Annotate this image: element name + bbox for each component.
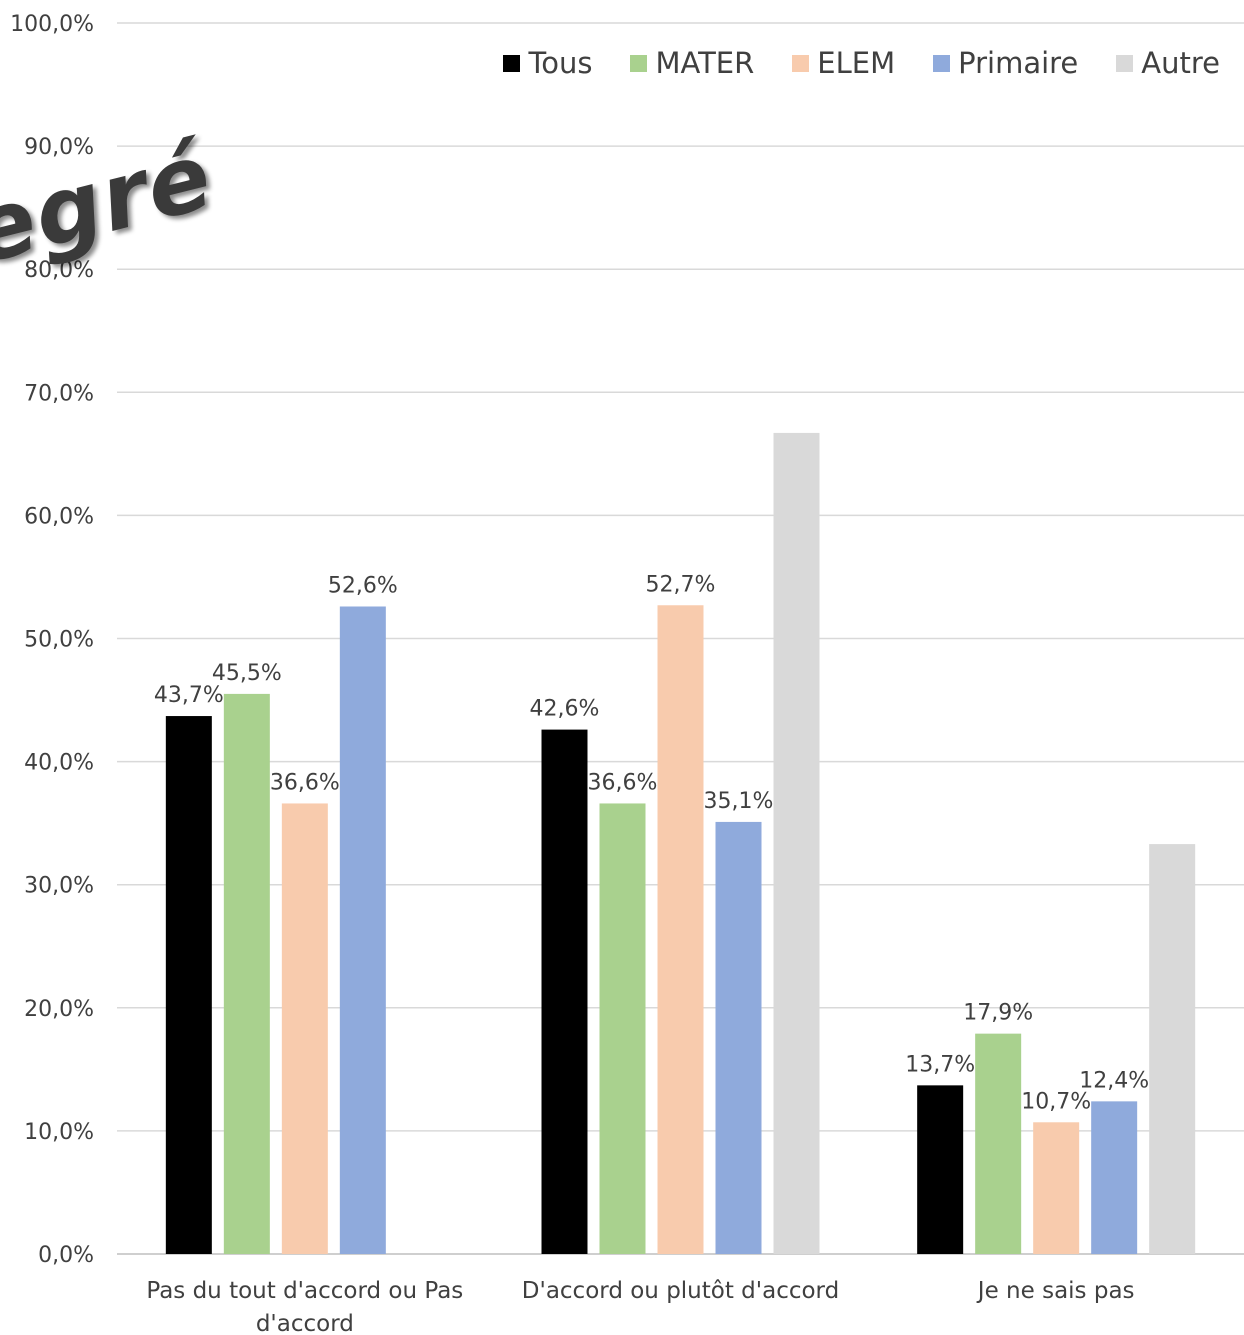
- bar-tous: [165, 716, 212, 1254]
- y-tick-label: 40,0%: [24, 751, 94, 776]
- x-category-label: D'accord ou plutôt d'accord: [522, 1278, 839, 1304]
- bar-mater: [599, 803, 646, 1254]
- legend-swatch: [503, 54, 521, 72]
- data-label: 10,7%: [1021, 1089, 1091, 1114]
- legend-label: Primaire: [958, 46, 1079, 80]
- legend-label: ELEM: [817, 46, 896, 80]
- bar-tous: [541, 729, 588, 1254]
- bar-primaire: [339, 606, 386, 1254]
- y-tick-label: 0,0%: [38, 1243, 94, 1268]
- data-label: 52,6%: [328, 573, 398, 598]
- data-label: 43,7%: [154, 683, 224, 708]
- data-label: 36,6%: [270, 770, 340, 795]
- y-tick-label: 60,0%: [24, 504, 94, 529]
- y-tick-label: 10,0%: [24, 1120, 94, 1145]
- legend-label: Autre: [1141, 46, 1220, 80]
- legend-label: Tous: [528, 46, 593, 80]
- legend: Tous MATER ELEM Primaire Autre: [503, 46, 1220, 80]
- legend-item-autre: Autre: [1116, 46, 1220, 80]
- bar-primaire: [1091, 1101, 1138, 1254]
- data-label: 45,5%: [212, 661, 282, 686]
- legend-label: MATER: [655, 46, 755, 80]
- y-tick-label: 90,0%: [24, 135, 94, 160]
- data-label: 12,4%: [1079, 1068, 1149, 1093]
- bar-elem: [1033, 1122, 1080, 1254]
- bar-elem: [657, 605, 704, 1254]
- y-tick-label: 20,0%: [24, 997, 94, 1022]
- y-tick-label: 50,0%: [24, 628, 94, 653]
- y-tick-label: 30,0%: [24, 874, 94, 899]
- data-label: 52,7%: [646, 572, 716, 597]
- data-label: 17,9%: [963, 1001, 1033, 1026]
- bar-tous: [917, 1085, 964, 1254]
- data-label: 42,6%: [530, 697, 600, 722]
- bar-mater: [223, 693, 270, 1254]
- legend-item-elem: ELEM: [792, 46, 895, 80]
- data-label: 36,6%: [588, 770, 658, 795]
- bar-autre: [1149, 844, 1196, 1254]
- legend-swatch: [1116, 54, 1134, 72]
- bar-elem: [281, 803, 328, 1254]
- bar-autre: [773, 432, 820, 1255]
- y-tick-label: 80,0%: [24, 258, 94, 283]
- y-tick-label: 70,0%: [24, 381, 94, 406]
- legend-item-primaire: Primaire: [933, 46, 1078, 80]
- x-category-label: Je ne sais pas: [976, 1278, 1135, 1304]
- bar-primaire: [715, 821, 762, 1254]
- legend-swatch: [933, 54, 951, 72]
- x-category-label: d'accord: [256, 1311, 354, 1335]
- bar-mater: [975, 1033, 1022, 1254]
- legend-item-tous: Tous: [503, 46, 592, 80]
- y-tick-label: 100,0%: [10, 12, 94, 37]
- data-label: 35,1%: [704, 789, 774, 814]
- legend-item-mater: MATER: [630, 46, 754, 80]
- x-category-label: Pas du tout d'accord ou Pas: [146, 1278, 463, 1304]
- legend-swatch: [792, 54, 810, 72]
- data-label: 13,7%: [905, 1052, 975, 1077]
- legend-swatch: [630, 54, 648, 72]
